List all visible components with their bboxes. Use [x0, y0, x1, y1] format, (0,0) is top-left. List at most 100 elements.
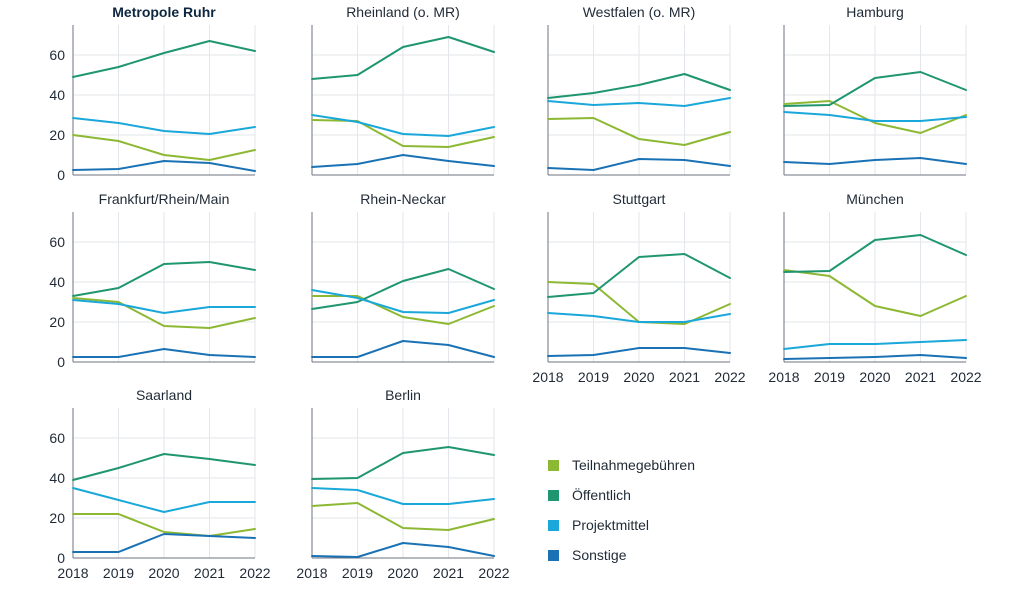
- series-line-teilnahmegebuehren: [72, 513, 256, 537]
- y-tick-label: 40: [49, 87, 65, 103]
- series-line-oeffentlich: [72, 261, 256, 297]
- series-line-sonstige: [72, 160, 256, 172]
- legend-swatch-projektmittel: [548, 519, 559, 531]
- series-line-sonstige: [311, 340, 495, 358]
- legend-item-oeffentlich: Öffentlich: [548, 480, 695, 510]
- x-tick-label: 2021: [905, 369, 936, 385]
- series-line-oeffentlich: [547, 73, 731, 99]
- series-line-projektmittel: [72, 487, 256, 513]
- series-line-teilnahmegebuehren: [783, 269, 967, 317]
- chart-panel-rhein-neckar: Rhein-Neckar: [311, 191, 495, 363]
- series-line-projektmittel: [783, 339, 967, 350]
- y-tick-label: 20: [49, 127, 65, 143]
- x-tick-label: 2019: [814, 369, 845, 385]
- series-line-projektmittel: [311, 487, 495, 505]
- x-tick-label: 2018: [296, 565, 327, 581]
- chart-panel-muenchen: München 2018 2019 2020 2021 2022: [768, 191, 981, 385]
- x-tick-label: 2022: [239, 565, 270, 581]
- legend-item-projektmittel: Projektmittel: [548, 510, 695, 540]
- panel-title: Westfalen (o. MR): [583, 4, 696, 20]
- series-line-sonstige: [783, 157, 967, 165]
- panel-title: Hamburg: [846, 4, 904, 20]
- panel-title: Metropole Ruhr: [112, 4, 216, 20]
- x-tick-label: 2020: [859, 369, 890, 385]
- y-tick-label: 0: [57, 354, 65, 370]
- series-line-sonstige: [311, 154, 495, 168]
- series-line-teilnahmegebuehren: [783, 100, 967, 134]
- series-line-projektmittel: [783, 111, 967, 122]
- legend-swatch-oeffentlich: [548, 489, 559, 501]
- x-tick-label: 2018: [768, 369, 799, 385]
- legend-item-teilnahmegebuehren: Teilnahmegebühren: [548, 450, 695, 480]
- series-line-projektmittel: [547, 312, 731, 323]
- chart-panel-saarland: Saarland 0 20 40 60 2018 2019 2020 2021 2022: [49, 387, 270, 581]
- x-tick-label: 2022: [950, 369, 981, 385]
- chart-panel-rheinland-o-mr: Rheinland (o. MR): [311, 4, 495, 176]
- chart-panel-berlin: Berlin 2018 2019 2020 2021 2022: [296, 387, 509, 581]
- series-line-teilnahmegebuehren: [547, 117, 731, 146]
- x-tick-label: 2022: [714, 369, 745, 385]
- chart-panel-metropole-ruhr: Metropole Ruhr 0 20 40 60: [49, 4, 256, 183]
- series-line-oeffentlich: [547, 253, 731, 298]
- x-tick-label: 2021: [669, 369, 700, 385]
- chart-legend: Teilnahmegebühren Öffentlich Projektmitt…: [548, 450, 695, 570]
- x-tick-label: 2020: [148, 565, 179, 581]
- chart-panel-westfalen-o-mr: Westfalen (o. MR): [547, 4, 731, 176]
- legend-label: Projektmittel: [572, 517, 650, 533]
- series-line-sonstige: [72, 348, 256, 358]
- panel-title: Berlin: [385, 387, 421, 403]
- legend-item-sonstige: Sonstige: [548, 540, 695, 570]
- y-tick-label: 60: [49, 234, 65, 250]
- x-tick-label: 2021: [433, 565, 464, 581]
- y-tick-label: 60: [49, 430, 65, 446]
- series-line-projektmittel: [72, 299, 256, 314]
- series-line-sonstige: [547, 347, 731, 357]
- x-tick-label: 2022: [478, 565, 509, 581]
- series-line-oeffentlich: [311, 36, 495, 80]
- series-line-oeffentlich: [72, 453, 256, 481]
- panel-title: Rheinland (o. MR): [346, 4, 460, 20]
- x-tick-label: 2020: [387, 565, 418, 581]
- x-tick-label: 2019: [578, 369, 609, 385]
- y-tick-label: 40: [49, 470, 65, 486]
- series-line-sonstige: [72, 533, 256, 553]
- series-line-oeffentlich: [311, 446, 495, 480]
- legend-label: Öffentlich: [572, 487, 631, 503]
- y-tick-label: 40: [49, 274, 65, 290]
- series-line-oeffentlich: [72, 40, 256, 78]
- series-line-teilnahmegebuehren: [311, 502, 495, 531]
- x-tick-label: 2019: [103, 565, 134, 581]
- series-line-sonstige: [547, 158, 731, 171]
- y-tick-label: 0: [57, 167, 65, 183]
- y-tick-label: 60: [49, 47, 65, 63]
- series-line-projektmittel: [72, 117, 256, 135]
- series-line-oeffentlich: [783, 234, 967, 273]
- chart-panel-hamburg: Hamburg: [783, 4, 967, 176]
- series-line-sonstige: [783, 354, 967, 360]
- y-tick-label: 20: [49, 510, 65, 526]
- panel-title: Frankfurt/Rhein/Main: [99, 191, 230, 207]
- panel-title: Stuttgart: [613, 191, 666, 207]
- x-tick-label: 2020: [623, 369, 654, 385]
- series-line-oeffentlich: [783, 71, 967, 107]
- series-line-projektmittel: [311, 114, 495, 137]
- panel-title: Saarland: [136, 387, 192, 403]
- series-line-projektmittel: [547, 97, 731, 107]
- x-tick-label: 2018: [57, 565, 88, 581]
- panel-title: München: [846, 191, 904, 207]
- chart-panel-stuttgart: Stuttgart 2018 2019 2020 2021 2022: [532, 191, 745, 385]
- series-line-sonstige: [311, 542, 495, 558]
- y-tick-label: 20: [49, 314, 65, 330]
- y-tick-label: 0: [57, 550, 65, 566]
- legend-swatch-sonstige: [548, 549, 559, 561]
- x-tick-label: 2019: [342, 565, 373, 581]
- series-line-oeffentlich: [311, 268, 495, 310]
- x-tick-label: 2018: [532, 369, 563, 385]
- legend-swatch-teilnahmegebuehren: [548, 459, 559, 471]
- x-tick-label: 2021: [194, 565, 225, 581]
- series-line-teilnahmegebuehren: [72, 297, 256, 329]
- chart-panel-frankfurt-rhein-main: Frankfurt/Rhein/Main 0 20 40 60: [49, 191, 256, 370]
- series-line-projektmittel: [311, 289, 495, 314]
- series-line-teilnahmegebuehren: [72, 134, 256, 161]
